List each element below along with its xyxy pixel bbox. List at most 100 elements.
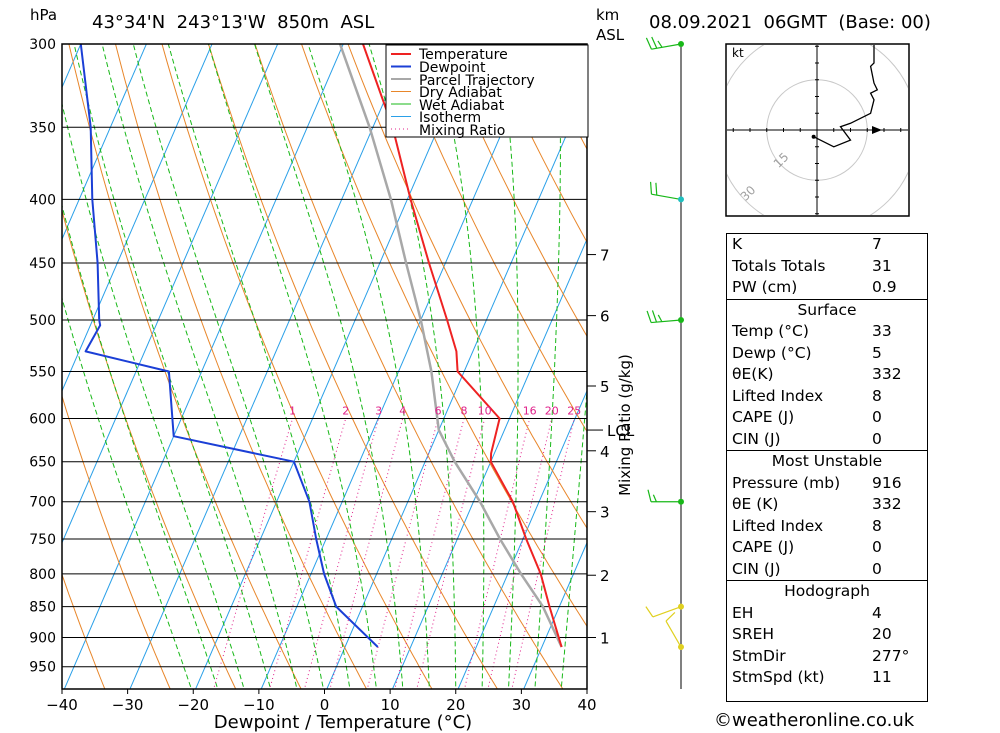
wind-barb	[646, 310, 684, 324]
dry-adiabat-line	[940, 26, 1000, 695]
dry-adiabat-line	[440, 44, 587, 338]
legend-box	[385, 44, 589, 138]
plot-frame	[61, 43, 588, 690]
wind-barb-flag	[651, 36, 658, 49]
hodograph-stats-label: SREH	[732, 625, 775, 643]
hodograph-stats-value: 11	[872, 668, 892, 686]
dry-adiabat-line	[62, 394, 171, 689]
wind-barb	[645, 36, 684, 50]
most-unstable-row: Pressure (mb) 916	[727, 473, 927, 495]
pressure-tick-label: 650	[29, 455, 56, 471]
temperature-tick-label: −30	[112, 696, 144, 714]
index-label: Totals Totals	[732, 256, 826, 275]
pressure-tick-label: 600	[29, 411, 56, 427]
pressure-tick-label: 950	[29, 660, 56, 676]
hodograph-ring-label: 45	[705, 216, 726, 237]
isotherm-line	[62, 44, 213, 393]
hodograph-stats-row: StmDir 277°	[727, 646, 927, 668]
wind-barb-flag	[665, 612, 676, 622]
surface-label: CAPE (J)	[732, 408, 795, 426]
temperature-tick-label: 0	[320, 696, 330, 714]
wet-adiabat-line	[207, 44, 377, 689]
most-unstable-value: 0	[872, 559, 882, 578]
wind-barb	[647, 489, 684, 505]
height-tick-label: 1	[600, 630, 610, 648]
wind-level-dot	[678, 316, 684, 323]
wet-adiabat-line	[62, 101, 245, 689]
surface-row: Lifted Index 8	[727, 386, 927, 408]
height-tick-label: 6	[600, 308, 610, 326]
pressure-tick-label: 850	[29, 600, 56, 616]
pressure-tick-label: 400	[29, 192, 56, 208]
isotherm-line	[0, 26, 23, 695]
hodograph-unit-label: kt	[732, 46, 744, 60]
surface-row: CIN (J) 0	[727, 429, 927, 451]
hodograph-stats-title: Hodograph	[784, 582, 870, 600]
pressure-tick-label: 700	[29, 495, 56, 511]
most-unstable-label: CAPE (J)	[732, 538, 795, 556]
isotherm-line	[129, 44, 410, 689]
wet-adiabat-line	[62, 203, 219, 689]
temperature-tick-label: −20	[177, 696, 209, 714]
parcel-trajectory-line	[338, 44, 563, 648]
temperature-tick-label: −10	[243, 696, 275, 714]
wind-barb	[649, 181, 684, 203]
wind-barb-flag	[655, 182, 658, 196]
wet-adiabat-line	[167, 44, 351, 689]
height-axis: 7 6 5 4 3 2 1 LCL	[587, 247, 635, 648]
isotherm-line	[391, 237, 587, 689]
surface-row: Temp (°C) 33	[727, 321, 927, 343]
height-tick-label: 4	[600, 443, 610, 461]
most-unstable-row: Lifted Index 8	[727, 516, 927, 538]
surface-label: Dewp (°C)	[732, 343, 812, 362]
mixing-ratio-line	[329, 418, 404, 689]
most-unstable-title: Most Unstable	[771, 452, 883, 470]
legend-dewpoint: Dewpoint	[419, 60, 486, 76]
wind-barb-flag	[649, 181, 653, 195]
asl-unit-label: ASL	[596, 26, 625, 44]
hodograph-stats-row: SREH 20	[727, 624, 927, 646]
isotherm-line	[523, 541, 587, 689]
wind-barb-staff	[651, 193, 682, 201]
surface-label: Temp (°C)	[732, 322, 809, 340]
location-title: 43°34'N 243°13'W 850m ASL	[92, 12, 374, 33]
most-unstable-row: CIN (J) 0	[727, 559, 927, 581]
wind-barb-flag	[645, 606, 654, 618]
mixing-ratio-line	[213, 418, 294, 689]
mixing-ratio-line	[511, 418, 575, 689]
height-tick-label: 2	[600, 567, 610, 585]
dewpoint-line	[79, 44, 379, 648]
hodograph-stats-row: EH 4	[727, 603, 927, 625]
wet-adiabat-line	[307, 44, 430, 689]
wind-barb-flag	[647, 489, 652, 502]
dry-adiabat-line	[347, 44, 587, 530]
mixing-ratio-label: 25	[567, 404, 581, 417]
mixing-ratio-line	[487, 418, 553, 689]
surface-value: 0	[872, 408, 882, 426]
wind-barb	[665, 612, 684, 651]
isotherm-line	[63, 44, 344, 689]
mixing-ratio-label: 4	[399, 404, 406, 417]
mixing-ratio-line	[269, 418, 347, 689]
temperature-tick-label: 30	[512, 696, 531, 714]
legend: Temperature Dewpoint Parcel Trajectory D…	[385, 44, 589, 139]
wind-barb-flag	[645, 37, 653, 50]
index-value: 7	[872, 235, 882, 253]
surface-value: 33	[872, 322, 892, 340]
copyright-link[interactable]: ©weatheronline.co.uk	[714, 710, 915, 731]
dry-adiabat-line	[114, 44, 368, 689]
temperature-tick-label: −40	[46, 696, 78, 714]
pressure-tick-label: 350	[29, 120, 56, 136]
hodograph-stats-value: 277°	[872, 646, 910, 665]
surface-label: θE(K)	[732, 365, 774, 383]
lcl-label: LCL	[607, 422, 635, 440]
wet-adiabat-line	[101, 44, 298, 689]
legend-dry-adiabat: Dry Adiabat	[419, 85, 502, 101]
pressure-axis: 300 350 400 450 500 550 600 650 700 750 800 850 900 9…	[29, 37, 56, 676]
index-value: 0.9	[872, 278, 897, 296]
most-unstable-value: 916	[872, 473, 902, 492]
pressure-tick-label: 300	[29, 37, 56, 53]
